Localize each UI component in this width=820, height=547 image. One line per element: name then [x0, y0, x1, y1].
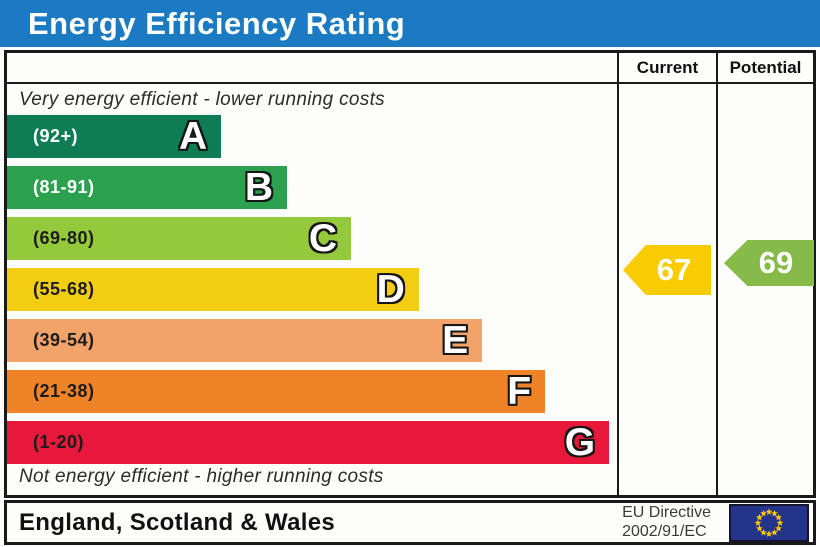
band-letter: D: [376, 268, 405, 311]
current-rating-arrow: 67: [623, 245, 711, 295]
current-rating-value: 67: [656, 252, 692, 287]
eu-directive-line1: EU Directive: [622, 504, 711, 522]
band-range-label: (21-38): [33, 381, 95, 401]
current-column: 67: [617, 84, 716, 495]
potential-column: 69: [716, 84, 814, 495]
potential-rating-value: 69: [758, 245, 794, 280]
rating-table: Current Potential Very energy efficient …: [4, 50, 816, 498]
band-range-label: (92+): [33, 126, 79, 146]
rating-scale-panel: Very energy efficient - lower running co…: [7, 84, 617, 495]
rating-bands: (92+) A (81-91) B (69-80) C (55-68) D (39-54) E (2…: [7, 115, 617, 472]
band-range-label: (39-54): [33, 330, 95, 350]
rating-band-E: (39-54) E: [7, 319, 483, 362]
footer-bar: England, Scotland & Wales EU Directive 2…: [4, 500, 816, 545]
eu-flag-stars: [754, 507, 784, 537]
band-range-label: (81-91): [33, 177, 95, 197]
rating-band-C: (69-80) C: [7, 217, 352, 260]
header-potential: Potential: [716, 53, 813, 84]
rating-band-F: (21-38) F: [7, 370, 546, 413]
region-label: England, Scotland & Wales: [19, 508, 335, 536]
band-letter: F: [507, 370, 532, 413]
bottom-note: Not energy efficient - higher running co…: [19, 466, 384, 487]
eu-directive-line2: 2002/91/EC: [622, 522, 707, 540]
band-range-label: (1-20): [33, 432, 85, 452]
band-letter: C: [308, 217, 338, 260]
band-range-label: (69-80): [33, 228, 95, 248]
eu-directive-label: EU Directive 2002/91/EC: [622, 504, 711, 541]
page-title: Energy Efficiency Rating: [0, 0, 820, 47]
header-current: Current: [617, 53, 716, 84]
rating-band-G: (1-20) G: [7, 421, 610, 464]
band-letter: G: [564, 421, 596, 464]
potential-rating-arrow: 69: [724, 240, 814, 286]
band-letter: B: [244, 166, 273, 209]
eu-flag-icon: [729, 503, 809, 542]
rating-band-D: (55-68) D: [7, 268, 419, 311]
rating-band-A: (92+) A: [7, 115, 222, 158]
top-note: Very energy efficient - lower running co…: [19, 89, 385, 110]
band-letter: A: [178, 115, 208, 158]
header-spacer-cell: [7, 53, 617, 84]
rating-band-B: (81-91) B: [7, 166, 287, 209]
band-range-label: (55-68): [33, 279, 95, 299]
band-letter: E: [442, 319, 469, 362]
